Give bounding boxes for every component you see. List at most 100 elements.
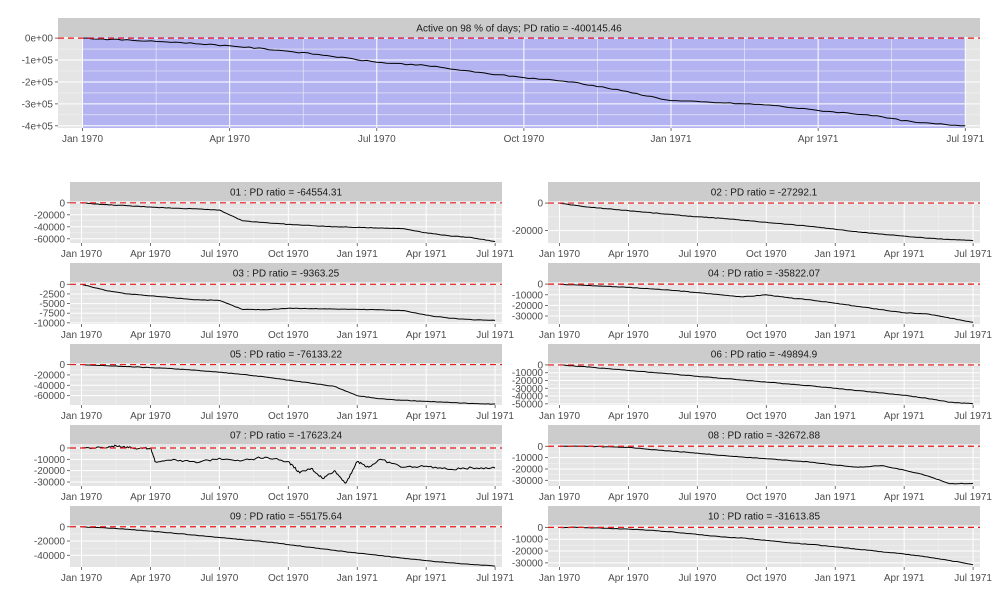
x-tick-label: Apr 1970 <box>130 249 171 260</box>
y-tick-label: -3e+05 <box>22 99 54 110</box>
x-tick-label: Jul 1971 <box>954 573 992 584</box>
series-line-09 <box>81 526 496 567</box>
series-line-08 <box>559 445 974 485</box>
y-tick-label: 0e+00 <box>25 34 54 45</box>
facet-title: 09 : PD ratio = -55175.64 <box>230 512 342 523</box>
y-tick-label: -10000 <box>512 453 544 464</box>
series-line-04 <box>559 283 974 323</box>
x-tick-label: Jan 1971 <box>650 134 692 145</box>
series-line-aggregate <box>82 37 966 127</box>
x-tick-label: Apr 1971 <box>884 573 925 584</box>
x-tick-label: Jan 1971 <box>815 249 857 260</box>
x-tick-label: Jan 1971 <box>337 411 379 422</box>
x-tick-label: Jan 1971 <box>815 330 857 341</box>
x-tick-label: Apr 1970 <box>209 134 250 145</box>
plot-background <box>548 525 980 567</box>
x-tick-label: Jan 1971 <box>815 492 857 503</box>
y-tick-label: -4e+05 <box>22 121 54 132</box>
x-tick-label: Apr 1970 <box>608 411 649 422</box>
plot-background <box>548 282 980 324</box>
facet-strip <box>70 425 502 444</box>
y-tick-label: -10000 <box>512 535 544 546</box>
y-tick-label: -20000 <box>512 301 544 312</box>
x-tick-label: Jul 1971 <box>476 330 514 341</box>
x-tick-label: Oct 1970 <box>746 249 787 260</box>
panel-03: 03 : PD ratio = -9363.25 Jan 1970 Apr 1970… <box>34 263 514 341</box>
x-tick-label: Jan 1971 <box>815 573 857 584</box>
y-tick-label: -10000 <box>512 368 544 379</box>
facet-title: Active on 98 % of days; PD ratio = -4001… <box>416 24 622 35</box>
x-tick-label: Jul 1970 <box>358 134 396 145</box>
series-line-03 <box>81 283 496 321</box>
x-tick-label: Oct 1970 <box>268 249 309 260</box>
x-tick-label: Jul 1970 <box>678 492 716 503</box>
y-tick-label: -10000 <box>34 455 66 466</box>
x-tick-label: Apr 1971 <box>406 411 447 422</box>
x-tick-label: Jan 1970 <box>539 330 581 341</box>
facet-title: 07 : PD ratio = -17623.24 <box>230 431 342 442</box>
facet-strip <box>70 182 502 201</box>
x-tick-label: Jan 1970 <box>61 330 103 341</box>
series-line-01 <box>81 202 496 242</box>
panel-07: 07 : PD ratio = -17623.24 Jan 1970 Apr 197… <box>34 425 514 503</box>
y-tick-label: 0 <box>59 360 65 371</box>
y-tick-label: -1e+05 <box>22 56 54 67</box>
facet-strip <box>548 425 980 444</box>
facet-strip <box>548 344 980 363</box>
x-tick-label: Apr 1971 <box>406 330 447 341</box>
facet-title: 06 : PD ratio = -49894.9 <box>711 350 818 361</box>
panel-01: 01 : PD ratio = -64554.31 Jan 1970 Apr 197… <box>34 182 514 260</box>
facet-title: 10 : PD ratio = -31613.85 <box>708 512 820 523</box>
x-tick-label: Apr 1971 <box>798 134 839 145</box>
x-tick-label: Apr 1970 <box>608 330 649 341</box>
x-tick-label: Jul 1970 <box>200 573 238 584</box>
x-tick-label: Apr 1971 <box>884 330 925 341</box>
x-tick-label: Jul 1971 <box>476 573 514 584</box>
facet-title: 05 : PD ratio = -76133.22 <box>230 350 342 361</box>
y-tick-label: 0 <box>537 360 543 371</box>
x-tick-label: Jul 1971 <box>954 249 992 260</box>
x-tick-label: Jan 1971 <box>337 249 379 260</box>
x-tick-label: Jul 1971 <box>946 134 984 145</box>
x-tick-label: Apr 1970 <box>130 330 171 341</box>
x-tick-label: Apr 1971 <box>406 573 447 584</box>
panel-09: 09 : PD ratio = -55175.64 Jan 1970 Apr 197… <box>34 506 514 584</box>
x-tick-label: Oct 1970 <box>268 330 309 341</box>
y-tick-label: -2500 <box>39 289 65 300</box>
y-tick-label: 0 <box>537 442 543 453</box>
facet-title: 02 : PD ratio = -27292.1 <box>711 188 818 199</box>
x-tick-label: Jul 1970 <box>678 411 716 422</box>
plot-background <box>70 525 502 567</box>
x-tick-label: Jul 1971 <box>476 492 514 503</box>
panel-08: 08 : PD ratio = -32672.88 Jan 1970 Apr 197… <box>512 425 992 503</box>
x-tick-label: Apr 1970 <box>130 492 171 503</box>
y-tick-label: -20000 <box>34 537 66 548</box>
y-tick-label: -20000 <box>512 226 544 237</box>
plot-background <box>70 282 502 324</box>
x-tick-label: Apr 1970 <box>608 492 649 503</box>
x-tick-label: Jan 1971 <box>337 573 379 584</box>
x-tick-label: Jul 1970 <box>200 330 238 341</box>
y-tick-label: 0 <box>59 198 65 209</box>
x-tick-label: Jul 1970 <box>678 573 716 584</box>
panel-04: 04 : PD ratio = -35822.07 Jan 1970 Apr 197… <box>512 263 992 341</box>
x-tick-label: Jan 1970 <box>539 411 581 422</box>
y-tick-label: -30000 <box>512 558 544 569</box>
facet-title: 01 : PD ratio = -64554.31 <box>230 188 342 199</box>
x-tick-label: Jul 1971 <box>476 249 514 260</box>
panel-02: 02 : PD ratio = -27292.1 Jan 1970 Apr 1970… <box>512 182 992 260</box>
plot-background <box>70 363 502 405</box>
y-tick-label: -10000 <box>34 318 66 329</box>
x-tick-label: Oct 1970 <box>746 492 787 503</box>
x-tick-label: Oct 1970 <box>268 411 309 422</box>
facet-title: 04 : PD ratio = -35822.07 <box>708 269 820 280</box>
y-tick-label: -20000 <box>512 464 544 475</box>
x-tick-label: Oct 1970 <box>504 134 545 145</box>
y-tick-label: -5000 <box>39 299 65 310</box>
panel-10: 10 : PD ratio = -31613.85 Jan 1970 Apr 197… <box>512 506 992 584</box>
x-tick-label: Oct 1970 <box>268 573 309 584</box>
x-tick-label: Apr 1970 <box>608 249 649 260</box>
x-tick-label: Apr 1970 <box>608 573 649 584</box>
facet-strip <box>58 18 980 37</box>
